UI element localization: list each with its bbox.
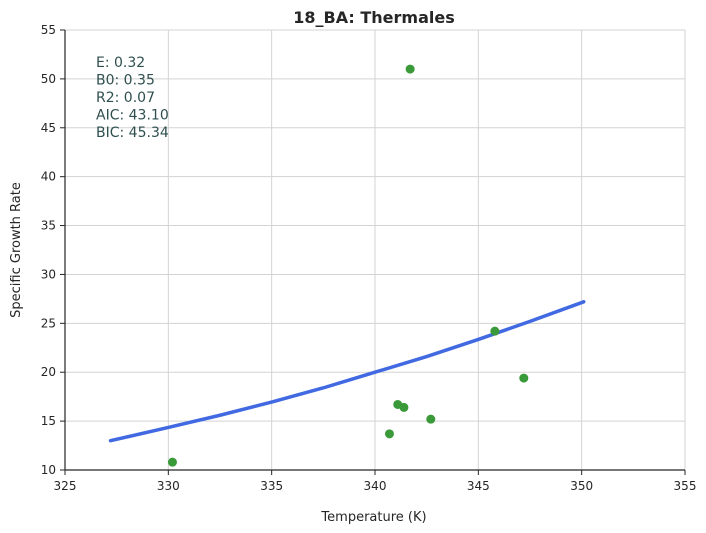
y-axis-label: Specific Growth Rate bbox=[9, 182, 24, 318]
y-tick-label: 40 bbox=[41, 170, 56, 184]
data-point bbox=[384, 429, 394, 439]
stats-line: R2: 0.07 bbox=[96, 90, 155, 106]
data-point bbox=[490, 326, 500, 336]
y-tick-label: 50 bbox=[41, 72, 56, 86]
stats-line: BIC: 45.34 bbox=[96, 125, 169, 141]
data-point bbox=[399, 402, 409, 412]
y-tick-label: 30 bbox=[41, 267, 56, 281]
x-tick-label: 340 bbox=[364, 479, 387, 493]
data-points bbox=[167, 64, 529, 467]
x-tick-label: 355 bbox=[674, 479, 697, 493]
x-axis-label: Temperature (K) bbox=[320, 510, 426, 525]
axes bbox=[60, 29, 686, 475]
stats-line: E: 0.32 bbox=[96, 55, 145, 71]
data-point bbox=[519, 373, 529, 383]
x-tick-label: 345 bbox=[467, 479, 490, 493]
y-tick-label: 25 bbox=[41, 316, 56, 330]
x-tick-label: 335 bbox=[260, 479, 283, 493]
y-tick-label: 20 bbox=[41, 365, 56, 379]
x-tick-label: 325 bbox=[54, 479, 77, 493]
y-tick-label: 10 bbox=[41, 463, 56, 477]
y-tick-label: 15 bbox=[41, 414, 56, 428]
data-point bbox=[426, 414, 436, 424]
fit-curve bbox=[108, 300, 586, 443]
y-tick-label: 35 bbox=[41, 219, 56, 233]
data-point bbox=[405, 64, 415, 74]
stats-line: AIC: 43.10 bbox=[96, 108, 169, 124]
stats-line: B0: 0.35 bbox=[96, 73, 155, 89]
y-tick-label: 55 bbox=[41, 23, 56, 37]
data-point bbox=[167, 457, 177, 467]
grid-lines bbox=[64, 29, 686, 471]
fit-curve-line bbox=[108, 300, 586, 443]
chart-title: 18_BA: Thermales bbox=[293, 8, 454, 27]
x-tick-label: 330 bbox=[157, 479, 180, 493]
tick-labels: 325 330 335 340 345 350 355 10 15 20 25 30 35 40 45 50 5… bbox=[41, 23, 697, 493]
y-tick-label: 45 bbox=[41, 121, 56, 135]
x-tick-label: 350 bbox=[570, 479, 593, 493]
